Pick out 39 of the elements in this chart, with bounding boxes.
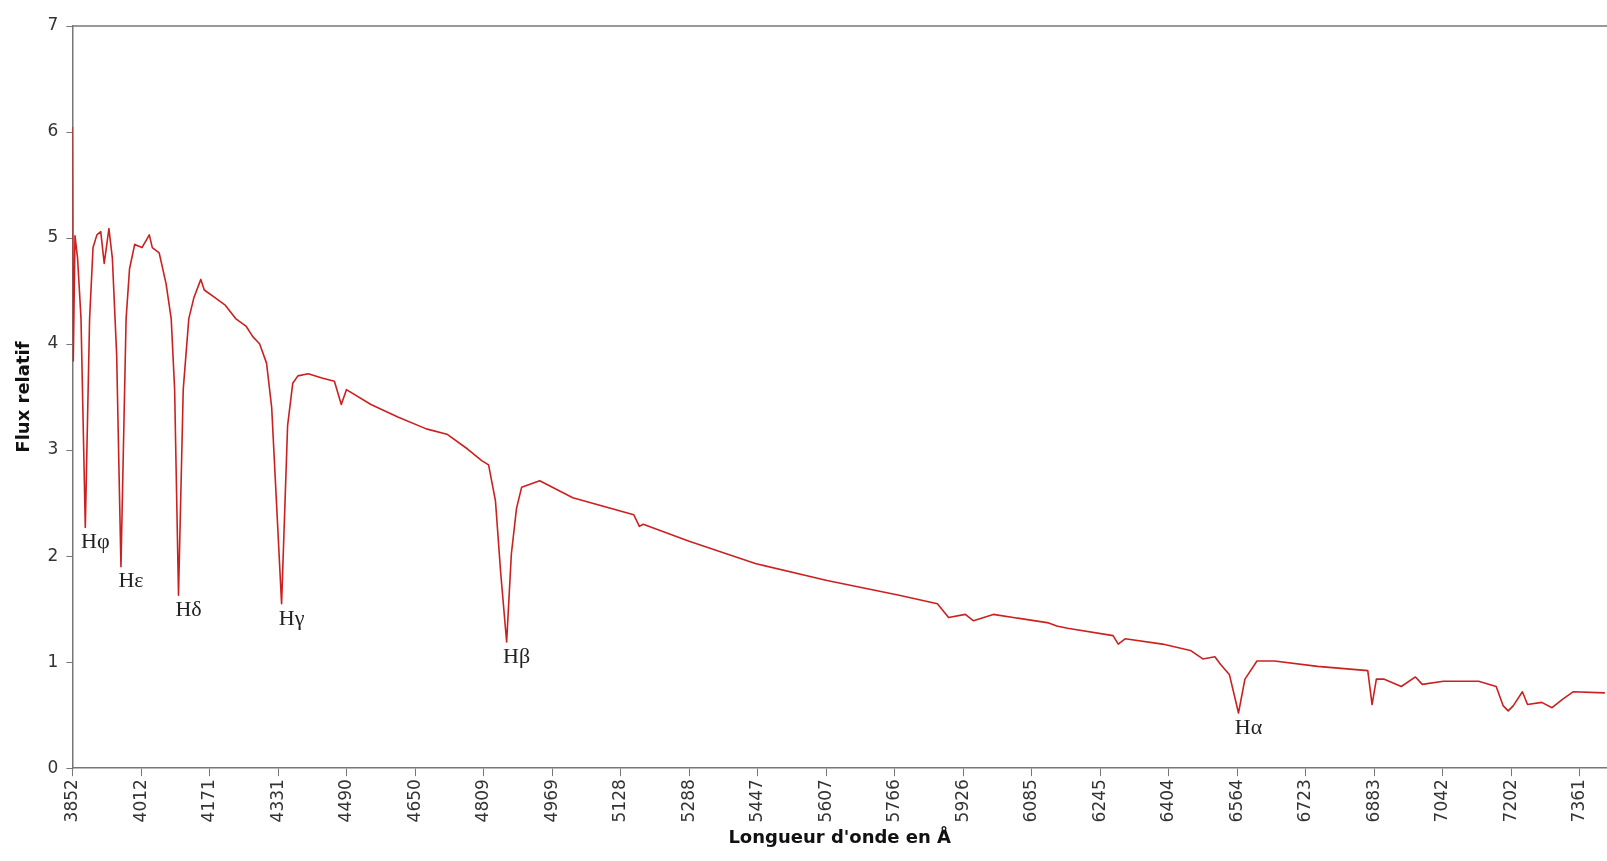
annotation: Hφ	[81, 528, 110, 554]
x-axis-title: Longueur d'onde en Å	[728, 824, 952, 847]
y-tick-label: 5	[47, 226, 59, 247]
y-tick-label: 1	[47, 650, 59, 671]
x-tick-label: 5926	[951, 779, 972, 823]
y-tick-label: 3	[47, 438, 59, 459]
x-tick-label: 4650	[403, 779, 424, 823]
x-tick-label: 7361	[1567, 779, 1588, 823]
x-tick-label: 4490	[334, 779, 355, 823]
x-tick-label: 6245	[1088, 779, 1109, 823]
x-tick-label: 5128	[608, 779, 629, 823]
x-tick-label: 6723	[1293, 779, 1314, 823]
annotation: Hε	[118, 567, 144, 593]
annotation: Hδ	[175, 596, 202, 622]
annotation: Hβ	[503, 642, 531, 668]
x-tick-label: 4171	[197, 779, 218, 823]
x-tick-label: 4809	[471, 779, 492, 823]
x-tick-label: 5288	[677, 779, 698, 823]
y-tick-label: 2	[47, 544, 59, 565]
x-tick-label: 5766	[882, 779, 903, 823]
x-tick-label: 6564	[1225, 779, 1246, 823]
x-tick-label: 6404	[1156, 779, 1177, 823]
x-tick-label: 6883	[1362, 779, 1383, 823]
x-tick-label: 4331	[266, 779, 287, 823]
x-tick-label: 4012	[129, 779, 150, 823]
y-tick-label: 6	[47, 120, 59, 141]
y-tick-label: 7	[47, 14, 59, 35]
annotation: Hα	[1234, 713, 1263, 739]
x-tick-label: 5607	[814, 779, 835, 823]
y-tick-label: 0	[47, 756, 59, 777]
x-tick-label: 5447	[745, 779, 766, 823]
y-tick-label: 4	[47, 332, 59, 353]
y-axis-title: Flux relatif	[12, 341, 34, 453]
x-tick-label: 6085	[1019, 779, 1040, 823]
x-tick-label: 7202	[1499, 779, 1520, 823]
annotation: Hγ	[278, 604, 305, 630]
x-tick-label: 7042	[1430, 779, 1451, 823]
x-tick-label: 4969	[540, 779, 561, 823]
x-tick-label: 3852	[60, 779, 81, 823]
